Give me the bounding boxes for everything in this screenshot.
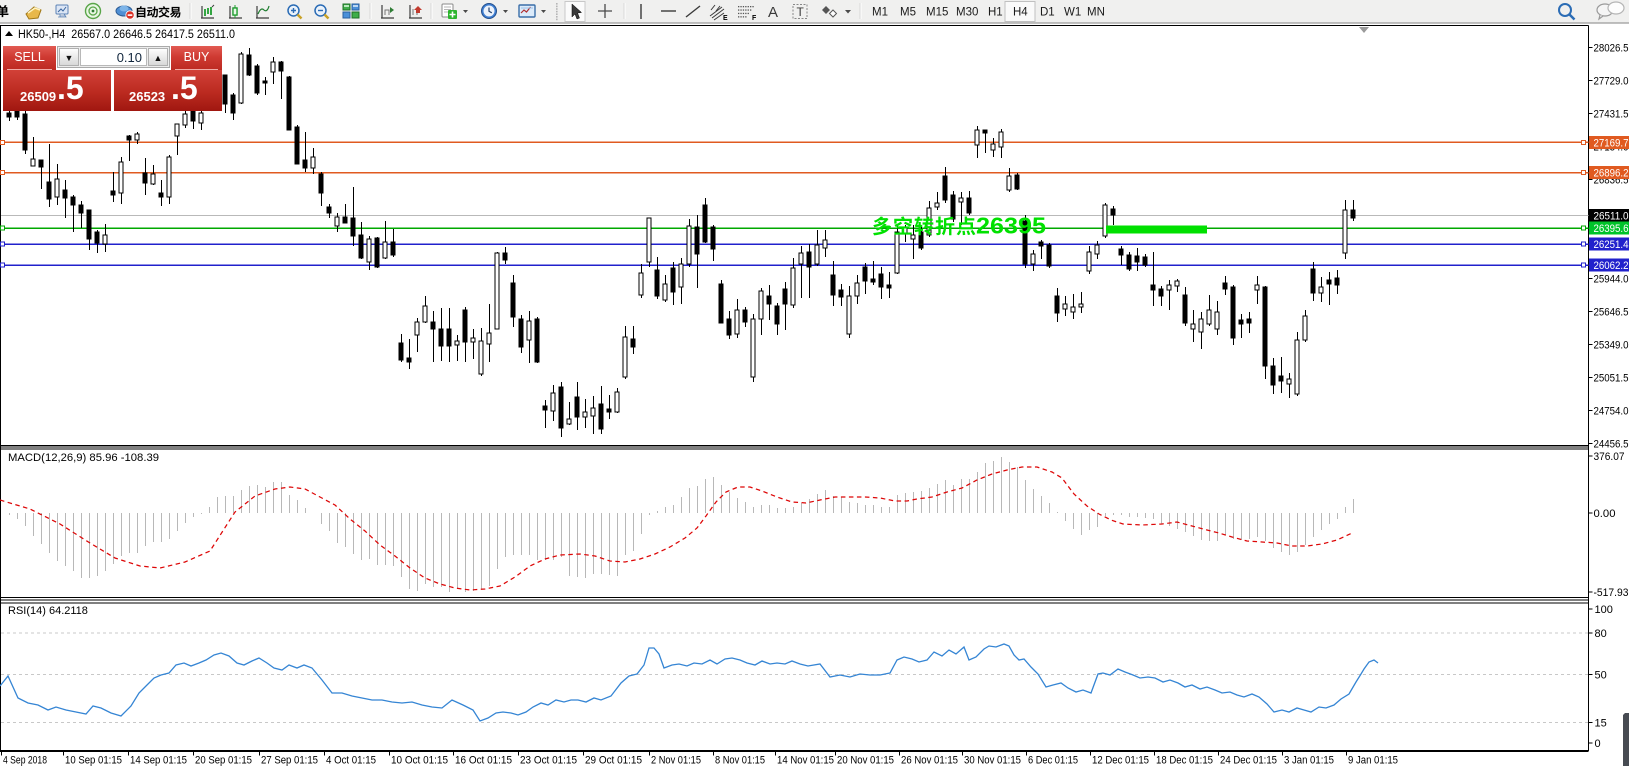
- svg-text:M5: M5: [900, 7, 916, 19]
- svg-text:27169.7: 27169.7: [1594, 137, 1629, 149]
- svg-text:HK50-,H4 26567.0 26646.5 2641: HK50-,H4 26567.0 26646.5 26417.5 26511.0: [18, 29, 235, 41]
- svg-text:26395.6: 26395.6: [1594, 223, 1629, 235]
- svg-text:24456.5: 24456.5: [1594, 438, 1629, 450]
- svg-text:10 Sep 01:15: 10 Sep 01:15: [65, 755, 122, 766]
- svg-text:M30: M30: [956, 7, 978, 19]
- svg-text:4 Sep 2018: 4 Sep 2018: [3, 755, 47, 766]
- svg-text:W1: W1: [1064, 7, 1081, 19]
- svg-text:3 Jan 01:15: 3 Jan 01:15: [1284, 755, 1334, 766]
- svg-text:30 Nov 01:15: 30 Nov 01:15: [964, 755, 1021, 766]
- svg-text:376.07: 376.07: [1594, 451, 1625, 463]
- svg-text:28026.5: 28026.5: [1594, 42, 1629, 54]
- svg-text:80: 80: [1595, 628, 1607, 640]
- svg-text:10 Oct 01:15: 10 Oct 01:15: [391, 755, 448, 766]
- svg-text:MACD(12,26,9) 85.96 -108.39: MACD(12,26,9) 85.96 -108.39: [8, 452, 159, 464]
- svg-text:26511.0: 26511.0: [1594, 210, 1629, 222]
- svg-text:24 Dec 01:15: 24 Dec 01:15: [1220, 755, 1277, 766]
- svg-text:29 Oct 01:15: 29 Oct 01:15: [585, 755, 642, 766]
- svg-text:16 Oct 01:15: 16 Oct 01:15: [455, 755, 512, 766]
- svg-text:27729.0: 27729.0: [1594, 75, 1629, 87]
- svg-text:D1: D1: [1040, 7, 1055, 19]
- svg-text:F: F: [752, 15, 757, 22]
- svg-text:14 Nov 01:15: 14 Nov 01:15: [777, 755, 834, 766]
- svg-text:25944.0: 25944.0: [1594, 273, 1629, 285]
- svg-text:25349.0: 25349.0: [1594, 339, 1629, 351]
- svg-text:20 Nov 01:15: 20 Nov 01:15: [837, 755, 894, 766]
- svg-text:14 Sep 01:15: 14 Sep 01:15: [130, 755, 187, 766]
- svg-text:26251.4: 26251.4: [1594, 239, 1629, 251]
- svg-text:RSI(14) 64.2118: RSI(14) 64.2118: [8, 605, 88, 617]
- svg-text:-517.93: -517.93: [1594, 587, 1629, 599]
- svg-text:0.00: 0.00: [1594, 508, 1616, 520]
- svg-text:18 Dec 01:15: 18 Dec 01:15: [1156, 755, 1213, 766]
- svg-text:24754.0: 24754.0: [1594, 405, 1629, 417]
- svg-text:27431.5: 27431.5: [1594, 108, 1629, 120]
- svg-text:25646.5: 25646.5: [1594, 306, 1629, 318]
- svg-text:26 Nov 01:15: 26 Nov 01:15: [901, 755, 958, 766]
- svg-text:26395: 26395: [976, 213, 1046, 239]
- svg-text:M1: M1: [872, 7, 888, 19]
- svg-text:4 Oct 01:15: 4 Oct 01:15: [326, 755, 376, 766]
- svg-text:12 Dec 01:15: 12 Dec 01:15: [1092, 755, 1149, 766]
- svg-text:M15: M15: [926, 7, 948, 19]
- svg-text:E: E: [723, 15, 728, 22]
- svg-text:23 Oct 01:15: 23 Oct 01:15: [520, 755, 577, 766]
- svg-text:6 Dec 01:15: 6 Dec 01:15: [1028, 755, 1078, 766]
- svg-text:9 Jan 01:15: 9 Jan 01:15: [1348, 755, 1398, 766]
- svg-text:T: T: [797, 5, 805, 19]
- svg-text:100: 100: [1595, 604, 1613, 616]
- svg-text:H1: H1: [988, 7, 1003, 19]
- svg-text:A: A: [768, 4, 778, 21]
- svg-text:25051.5: 25051.5: [1594, 372, 1629, 384]
- svg-text:50: 50: [1595, 670, 1607, 682]
- svg-text:8 Nov 01:15: 8 Nov 01:15: [715, 755, 765, 766]
- svg-text:27 Sep 01:15: 27 Sep 01:15: [261, 755, 318, 766]
- svg-text:15: 15: [1595, 718, 1607, 730]
- svg-text:2 Nov 01:15: 2 Nov 01:15: [651, 755, 701, 766]
- svg-text:H4: H4: [1013, 7, 1028, 19]
- svg-text:26896.2: 26896.2: [1594, 168, 1629, 180]
- svg-text:26062.2: 26062.2: [1594, 260, 1629, 272]
- svg-text:0: 0: [1595, 738, 1601, 750]
- svg-text:MN: MN: [1087, 7, 1105, 19]
- svg-text:20 Sep 01:15: 20 Sep 01:15: [195, 755, 252, 766]
